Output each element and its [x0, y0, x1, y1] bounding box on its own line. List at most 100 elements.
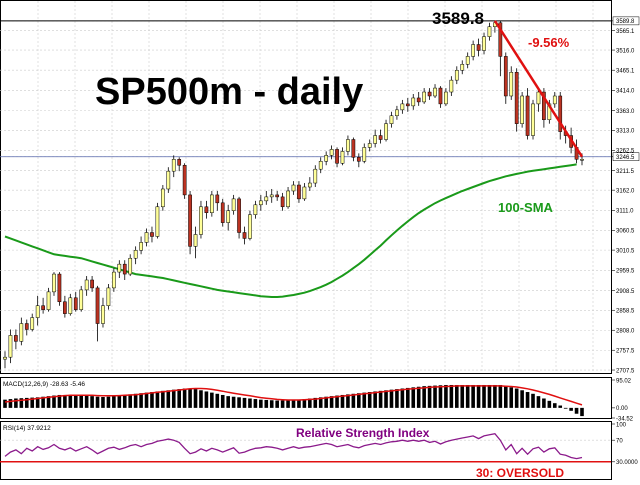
price-tick-label: 2757.5	[616, 349, 635, 355]
candle-body	[367, 143, 372, 148]
candle-body	[536, 91, 541, 105]
macd-histogram-bar	[101, 397, 105, 408]
macd-histogram-bar	[367, 392, 372, 408]
macd-histogram-bar	[128, 394, 132, 408]
candle-body	[454, 70, 459, 81]
macd-histogram-bar	[384, 390, 388, 408]
macd-histogram-bar	[19, 398, 24, 408]
macd-histogram-bar	[133, 393, 138, 408]
candle-body	[356, 157, 361, 162]
price-tick-label: 2908.5	[616, 289, 635, 295]
candle-body	[307, 182, 312, 188]
candle-body	[215, 194, 220, 204]
sma-100-line	[4, 163, 577, 298]
oversold-label: 30: OVERSOLD	[476, 466, 564, 480]
candle-body	[269, 194, 274, 198]
macd-histogram-bar	[112, 396, 116, 408]
macd-histogram-bar	[122, 394, 127, 408]
candle-body	[188, 194, 192, 247]
candle-body	[14, 335, 18, 342]
macd-histogram-bar	[471, 384, 475, 408]
rsi-title: RSI(14) 37.9212	[3, 425, 51, 432]
candle-body	[204, 206, 209, 213]
candle-body	[177, 159, 182, 166]
candle-body	[531, 103, 535, 136]
price-tick-label: 3060.5	[616, 229, 635, 235]
macd-histogram-bar	[427, 385, 432, 408]
rsi-line	[4, 432, 583, 460]
candle-body	[471, 44, 475, 57]
macd-histogram-bar	[220, 394, 225, 408]
macd-histogram-bar	[177, 389, 181, 408]
candle-body	[411, 97, 416, 107]
candle-body	[525, 95, 530, 136]
candle-body	[253, 204, 258, 215]
candle-body	[117, 263, 122, 273]
candle-body	[150, 232, 154, 237]
rsi-series-label: Relative Strength Index	[296, 426, 430, 440]
price-tick-label: 3111.0	[616, 209, 634, 215]
candle-body	[552, 95, 557, 105]
macd-histogram-bar	[226, 396, 230, 408]
macd-histogram-bar	[449, 384, 454, 408]
macd-histogram-bar	[259, 399, 263, 408]
peak-price-box	[612, 16, 640, 26]
candle-body	[449, 79, 454, 93]
macd-histogram-bar	[324, 396, 328, 408]
candle-body	[95, 287, 100, 324]
macd-histogram-bar	[563, 407, 568, 409]
price-tick-label: 3262.5	[616, 149, 635, 155]
candle-body	[182, 164, 187, 196]
macd-histogram-bar	[406, 387, 410, 408]
price-tick-label: 3010.5	[616, 248, 635, 254]
candle-body	[498, 22, 503, 57]
candle-body	[155, 206, 160, 237]
macd-histogram-bar	[210, 392, 214, 408]
candle-body	[30, 317, 35, 330]
candle-body	[46, 291, 51, 310]
macd-histogram-bar	[346, 394, 350, 408]
macd-histogram-bar	[362, 392, 367, 408]
macd-histogram-bar	[68, 395, 73, 408]
candle-body	[405, 103, 410, 107]
macd-histogram-bar	[493, 384, 497, 408]
macd-histogram-bar	[340, 394, 345, 408]
candle-body	[460, 64, 465, 71]
candle-body	[389, 115, 394, 124]
macd-histogram-bar	[503, 386, 508, 408]
macd-histogram-bar	[215, 393, 220, 408]
candle-body	[79, 289, 84, 310]
current-price-box	[612, 152, 640, 161]
macd-histogram-bar	[291, 399, 296, 408]
macd-histogram-bar	[416, 386, 421, 408]
macd-histogram-bar	[280, 400, 285, 408]
macd-histogram-bar	[465, 384, 470, 408]
macd-tick-label: 95.02	[616, 378, 632, 384]
macd-histogram-bar	[237, 397, 241, 408]
macd-histogram-bar	[84, 395, 89, 408]
candle-body	[275, 194, 280, 198]
macd-histogram-bar	[422, 386, 426, 408]
macd-histogram-bar	[144, 392, 149, 408]
candle-body	[465, 56, 470, 65]
candle-body	[24, 323, 29, 330]
candle-body	[378, 135, 383, 140]
candle-body	[8, 335, 13, 358]
candle-body	[422, 91, 426, 103]
candle-body	[476, 44, 481, 51]
candle-body	[520, 95, 524, 124]
candle-body	[558, 95, 563, 132]
candle-body	[514, 71, 519, 124]
macd-histogram-bar	[351, 393, 356, 408]
candle-body	[209, 194, 214, 213]
candle-body	[580, 159, 584, 161]
candle-body	[237, 198, 241, 233]
macd-histogram-bar	[558, 405, 563, 408]
macd-histogram-bar	[395, 389, 399, 408]
macd-histogram-bar	[46, 396, 51, 408]
candle-body	[199, 206, 203, 235]
macd-histogram-bar	[275, 400, 279, 408]
candle-body	[133, 250, 138, 259]
macd-tick-label: -34.52	[616, 416, 634, 422]
